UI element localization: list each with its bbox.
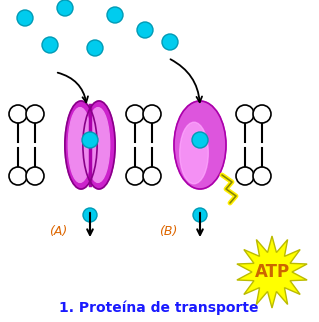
Circle shape [87,40,103,56]
Polygon shape [237,236,307,308]
Circle shape [83,208,97,222]
Circle shape [236,105,254,123]
Ellipse shape [86,108,110,182]
Circle shape [17,10,33,26]
Circle shape [137,22,153,38]
Circle shape [143,105,161,123]
Text: (B): (B) [159,225,177,239]
Ellipse shape [174,101,226,189]
Ellipse shape [180,122,208,184]
Circle shape [107,7,123,23]
Circle shape [82,132,98,148]
Circle shape [9,167,27,185]
Circle shape [26,105,44,123]
Circle shape [162,34,178,50]
Circle shape [193,208,207,222]
Circle shape [126,167,144,185]
Circle shape [26,167,44,185]
Circle shape [126,105,144,123]
Circle shape [9,105,27,123]
Ellipse shape [68,108,92,182]
Ellipse shape [83,101,115,189]
Circle shape [143,167,161,185]
Text: ATP: ATP [255,263,290,281]
Text: (A): (A) [49,225,67,239]
Circle shape [236,167,254,185]
Circle shape [42,37,58,53]
Text: 1. Proteína de transporte: 1. Proteína de transporte [59,301,259,315]
Circle shape [253,105,271,123]
Circle shape [253,167,271,185]
Ellipse shape [65,101,97,189]
Circle shape [57,0,73,16]
Circle shape [192,132,208,148]
